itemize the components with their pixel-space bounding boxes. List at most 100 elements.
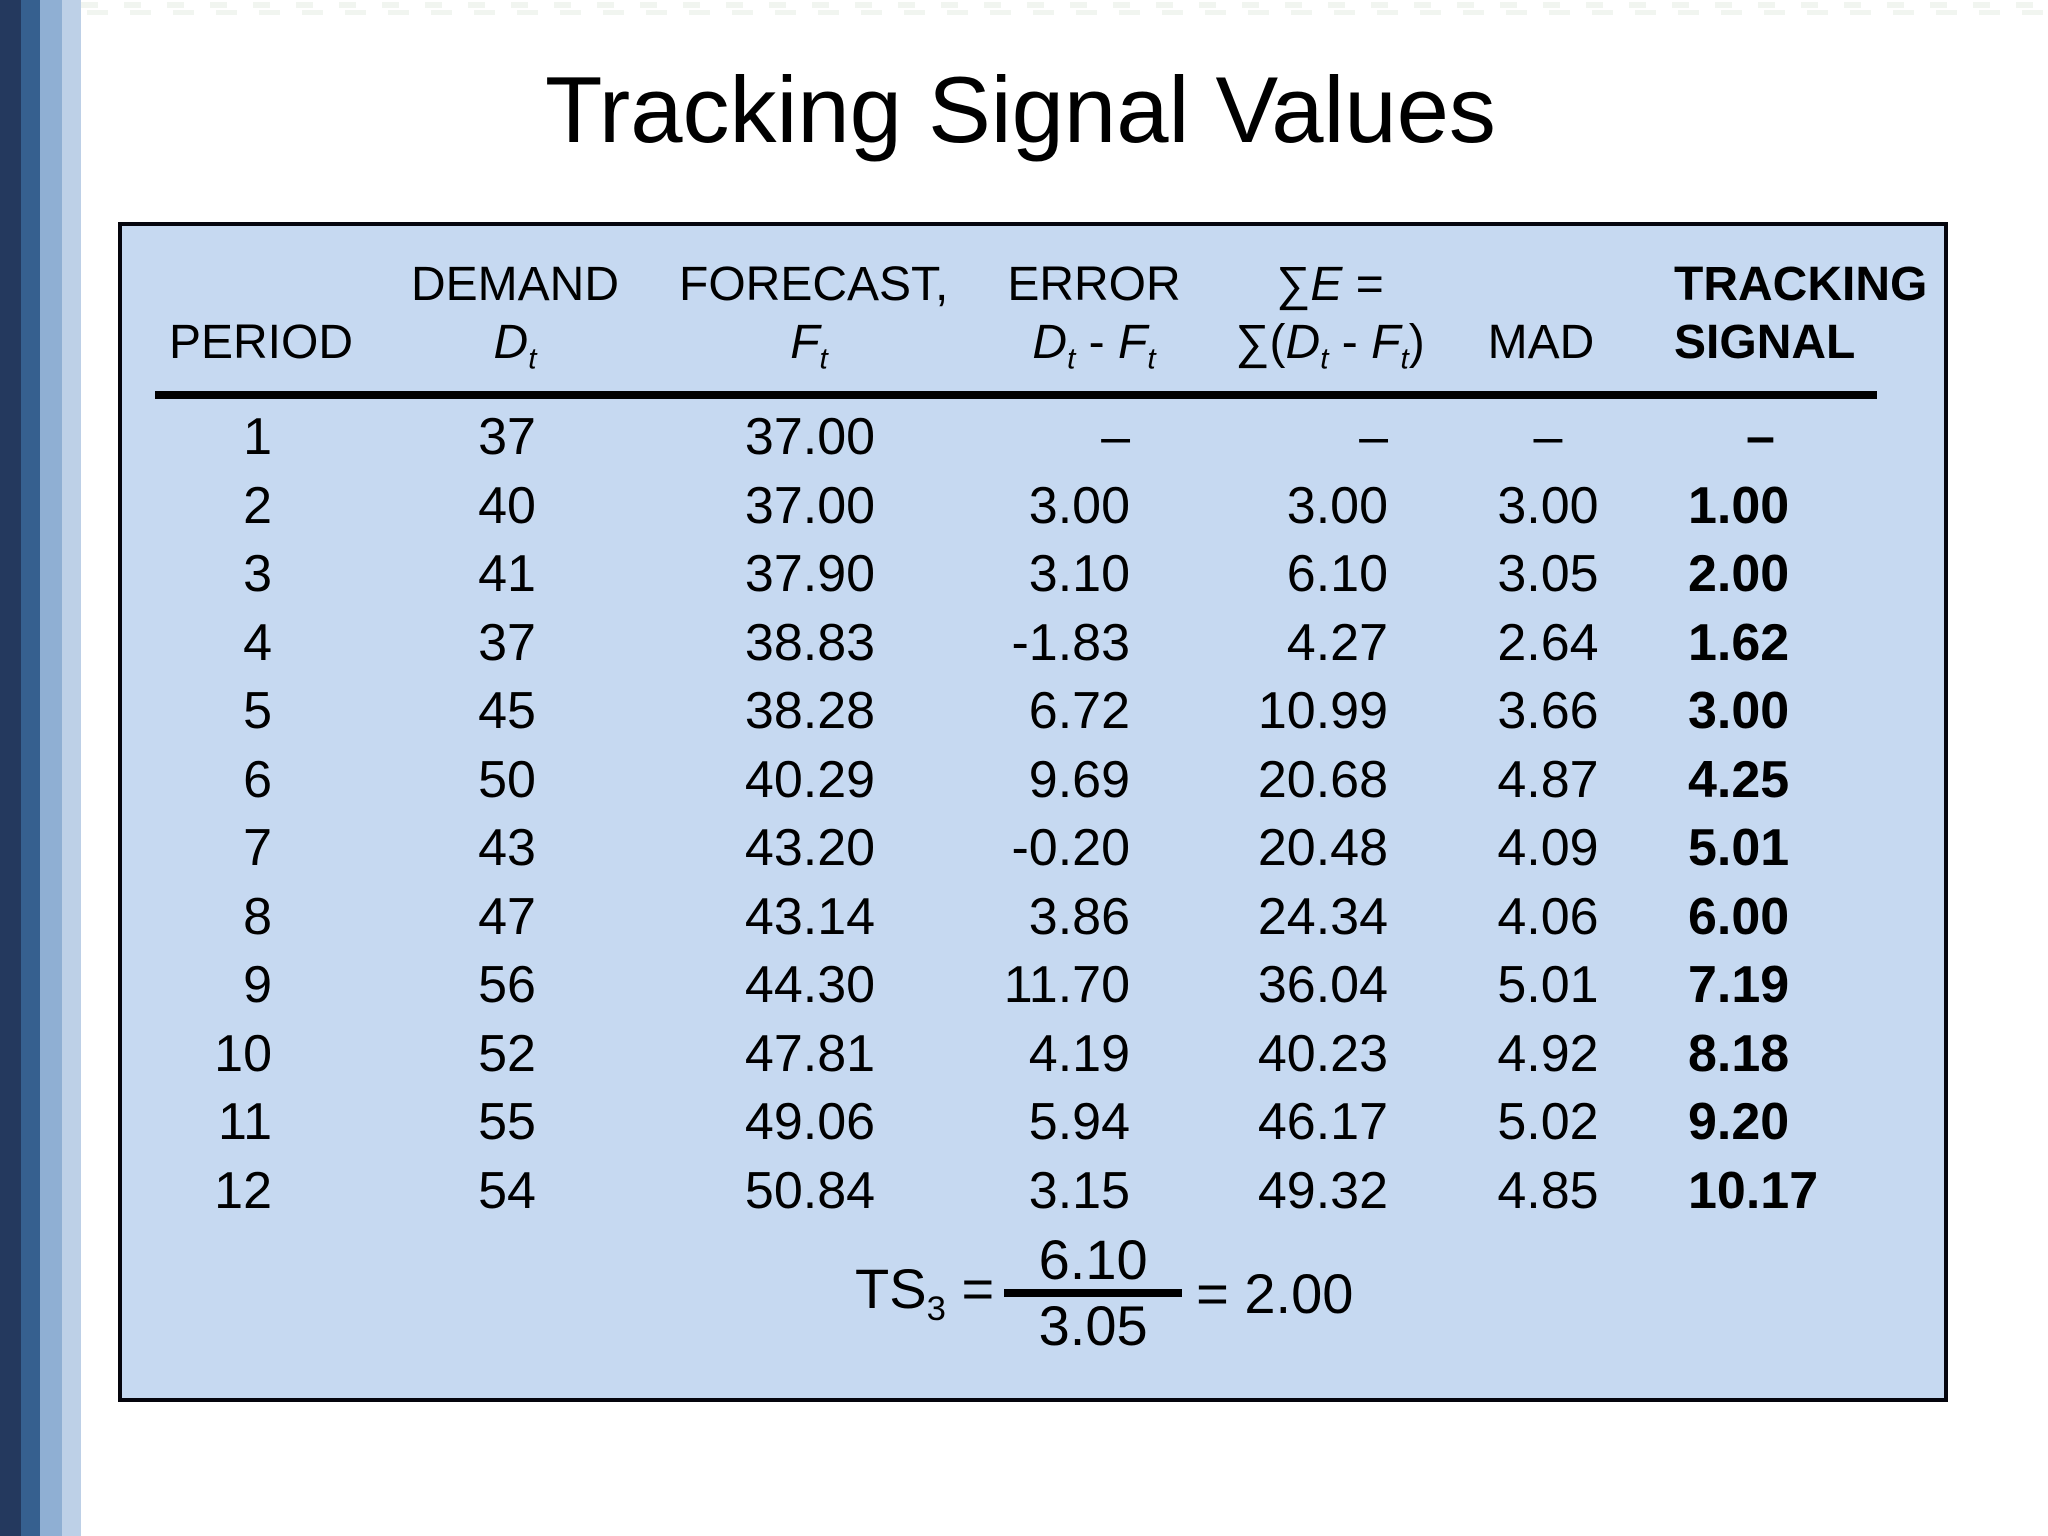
header-demand-symbol: Dt bbox=[493, 316, 537, 376]
table-cell: 43.14 bbox=[744, 887, 876, 946]
table-cell: 2 bbox=[243, 476, 272, 535]
left-stripe-dark bbox=[0, 0, 21, 1536]
tracking-signal-table bbox=[118, 222, 1948, 1402]
table-cell: 37.00 bbox=[744, 408, 876, 466]
table-cell: 40 bbox=[478, 476, 536, 535]
table-cell: 38.83 bbox=[744, 613, 876, 672]
header-divider-line bbox=[155, 391, 1877, 399]
header-error-symbol: Dt - Ft bbox=[1032, 316, 1156, 376]
formula-fraction: 6.10 3.05 bbox=[1004, 1228, 1183, 1357]
table-cell: 54 bbox=[478, 1161, 536, 1220]
table-cell: -0.20 bbox=[1011, 819, 1130, 877]
table-cell: 5.01 bbox=[1688, 819, 1790, 877]
table-cell: 3.66 bbox=[1497, 682, 1599, 740]
table-cell: 1.00 bbox=[1688, 476, 1790, 535]
header-period-label: PERIOD bbox=[168, 316, 354, 369]
table-cell: 4.85 bbox=[1497, 1161, 1599, 1220]
table-cell: 5 bbox=[243, 682, 272, 740]
table-cell: 4 bbox=[243, 613, 272, 672]
table-cell: 3 bbox=[243, 545, 272, 603]
header-tracking-signal: TRACKING SIGNAL bbox=[1674, 256, 1927, 372]
table-cell: 6 bbox=[243, 750, 272, 809]
table-cell: 44.30 bbox=[744, 956, 876, 1014]
table-cell: 55 bbox=[478, 1093, 536, 1151]
table-cell: 5.94 bbox=[1028, 1093, 1130, 1151]
table-cell: 7.19 bbox=[1688, 956, 1790, 1014]
table-cell: 4.19 bbox=[1028, 1024, 1130, 1083]
column-forecast-values: 37.00 37.00 37.90 38.83 38.28 40.29 43.20 43.14… bbox=[700, 403, 920, 1225]
ts3-formula: TS3 = 6.10 3.05 = 2.00 bbox=[855, 1231, 1353, 1355]
table-cell: 40.23 bbox=[1257, 1024, 1388, 1083]
left-stripe-light bbox=[40, 0, 62, 1536]
formula-result: = 2.00 bbox=[1196, 1261, 1354, 1325]
table-cell: 10.99 bbox=[1257, 682, 1388, 740]
table-cell: 52 bbox=[478, 1024, 536, 1083]
table-cell: 9.69 bbox=[1028, 750, 1130, 809]
column-tracking-signal-values: – 1.00 2.00 1.62 3.00 4.25 5.01 6.00 7.19 8.18 9.2… bbox=[1688, 403, 1908, 1225]
table-cell: 4.87 bbox=[1497, 750, 1599, 809]
table-cell: 4.25 bbox=[1688, 750, 1790, 809]
table-cell: 4.09 bbox=[1497, 819, 1599, 877]
header-period: PERIOD bbox=[131, 314, 391, 372]
header-sum-label: ∑E = bbox=[1276, 258, 1384, 311]
table-cell: 37.90 bbox=[744, 545, 876, 603]
table-cell: 4.27 bbox=[1286, 613, 1388, 672]
table-cell: 11.70 bbox=[1003, 956, 1130, 1014]
header-tracking-line2: SIGNAL bbox=[1674, 316, 1856, 369]
table-cell: 6.00 bbox=[1688, 887, 1790, 946]
table-cell: 37 bbox=[478, 613, 536, 672]
table-cell: 3.00 bbox=[1497, 476, 1599, 535]
table-cell: 3.00 bbox=[1286, 476, 1388, 535]
table-cell: 7 bbox=[243, 819, 272, 877]
formula-denominator: 3.05 bbox=[1038, 1294, 1148, 1357]
table-cell: 6.10 bbox=[1286, 545, 1388, 603]
table-cell: 6.72 bbox=[1028, 682, 1130, 740]
table-cell: 10 bbox=[214, 1024, 272, 1083]
table-cell: 12 bbox=[214, 1161, 272, 1220]
table-cell: – bbox=[1533, 408, 1563, 466]
table-cell: 8 bbox=[243, 887, 272, 946]
table-cell: -1.83 bbox=[1011, 613, 1130, 672]
table-cell: 49.32 bbox=[1257, 1161, 1388, 1220]
header-sum-symbol: ∑(Dt - Ft) bbox=[1235, 316, 1425, 376]
table-cell: 47.81 bbox=[744, 1024, 876, 1083]
column-demand-values: 37 40 41 37 45 50 43 47 56 52 55 54 bbox=[407, 403, 607, 1225]
table-cell: 3.15 bbox=[1028, 1161, 1130, 1220]
table-cell: 46.17 bbox=[1257, 1093, 1388, 1151]
table-cell: – bbox=[1746, 408, 1775, 466]
column-cumulative-error-values: – 3.00 6.10 4.27 10.99 20.68 20.48 24.34 36.04 40… bbox=[1186, 403, 1388, 1225]
table-cell: 20.68 bbox=[1257, 750, 1388, 809]
table-cell: 56 bbox=[478, 956, 536, 1014]
table-cell: 4.06 bbox=[1497, 887, 1599, 946]
table-cell: 3.86 bbox=[1028, 887, 1130, 946]
header-mad: MAD bbox=[1441, 314, 1641, 372]
table-cell: 38.28 bbox=[744, 682, 876, 740]
column-mad-values: – 3.00 3.05 2.64 3.66 4.87 4.09 4.06 5.01 4.92 5.0… bbox=[1448, 403, 1648, 1225]
header-demand-label: DEMAND bbox=[410, 258, 619, 311]
table-cell: 8.18 bbox=[1688, 1024, 1790, 1083]
header-forecast-symbol: Ft bbox=[790, 316, 828, 376]
table-cell: 49.06 bbox=[744, 1093, 876, 1151]
column-error-values: – 3.00 3.10 -1.83 6.72 9.69 -0.20 3.86 11.70 4.19… bbox=[930, 403, 1130, 1225]
table-cell: 50 bbox=[478, 750, 536, 809]
header-forecast: FORECAST, Ft bbox=[679, 256, 948, 389]
table-cell: 47 bbox=[478, 887, 536, 946]
table-cell: 43 bbox=[478, 819, 536, 877]
formula-lhs: TS3 = bbox=[855, 1257, 995, 1329]
table-cell: 20.48 bbox=[1257, 819, 1388, 877]
table-cell: 3.00 bbox=[1028, 476, 1130, 535]
table-cell: 3.00 bbox=[1688, 682, 1790, 740]
left-stripe-pale bbox=[62, 0, 81, 1536]
table-cell: – bbox=[1359, 408, 1388, 466]
formula-numerator: 6.10 bbox=[1038, 1228, 1148, 1291]
table-cell: 2.64 bbox=[1497, 613, 1599, 672]
table-cell: 41 bbox=[478, 545, 536, 603]
table-cell: 11 bbox=[218, 1093, 272, 1151]
table-cell: – bbox=[1101, 408, 1130, 466]
table-cell: 37 bbox=[478, 408, 536, 466]
table-cell: 1.62 bbox=[1688, 613, 1790, 672]
slide-title: Tracking Signal Values bbox=[545, 57, 1496, 162]
header-demand: DEMAND Dt bbox=[385, 256, 645, 389]
table-cell: 45 bbox=[478, 682, 536, 740]
